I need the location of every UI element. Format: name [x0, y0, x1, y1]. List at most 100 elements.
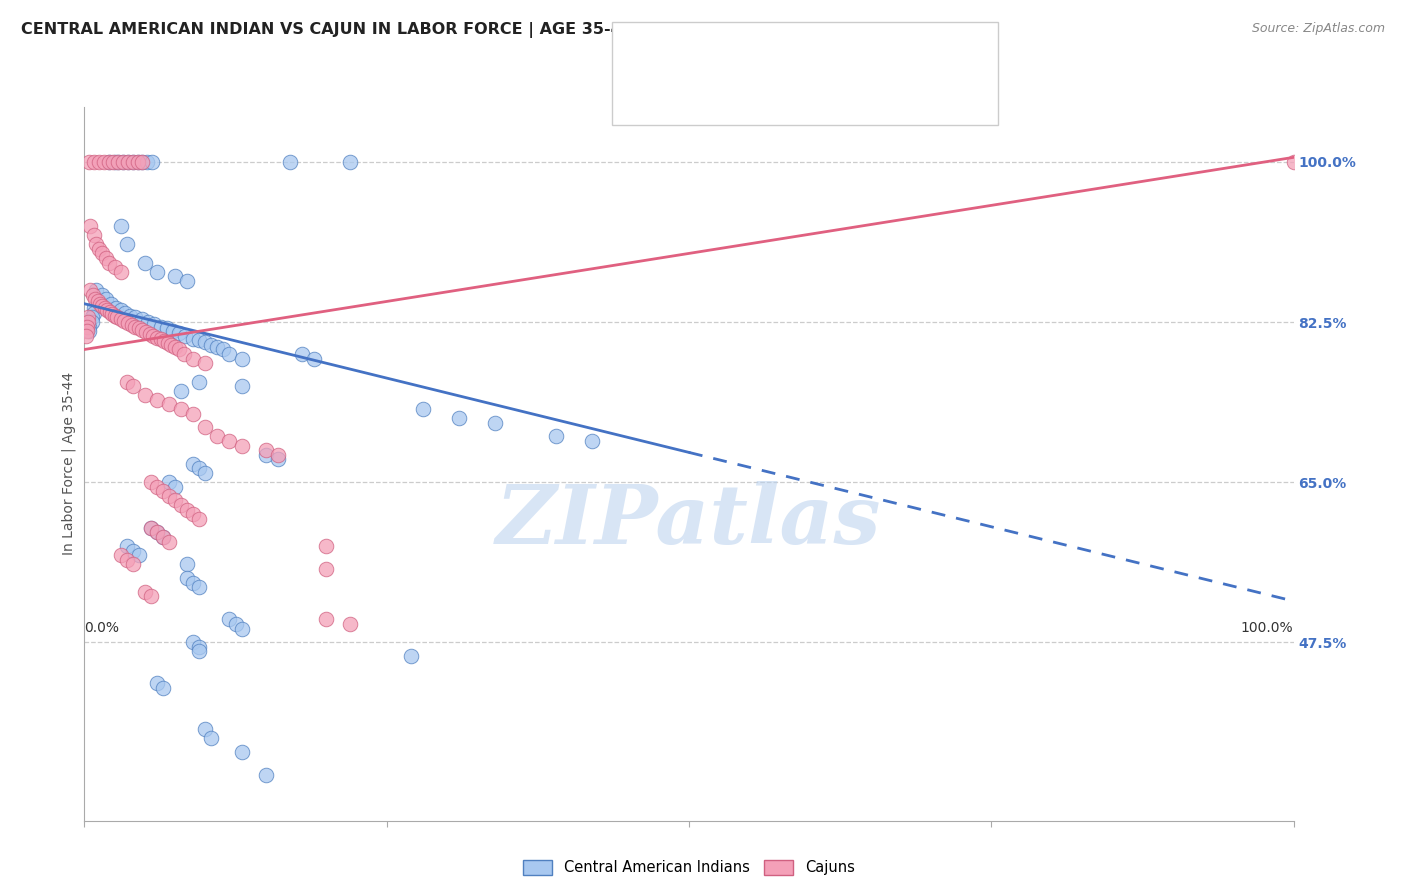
Point: [157, 534, 180, 549]
Point: [121, 155, 143, 169]
Point: [115, 237, 138, 252]
Point: [142, 328, 165, 343]
Point: [231, 438, 253, 452]
Point: [149, 333, 172, 347]
Point: [128, 549, 150, 563]
Point: [139, 521, 162, 535]
Point: [155, 321, 177, 335]
Point: [112, 155, 135, 169]
Point: [176, 274, 198, 288]
Point: [188, 334, 211, 348]
Point: [94, 292, 117, 306]
Point: [225, 616, 247, 631]
Point: [194, 466, 217, 480]
Point: [100, 297, 122, 311]
Point: [157, 489, 180, 503]
Point: [115, 553, 138, 567]
Point: [165, 340, 187, 354]
Point: [107, 155, 129, 169]
Point: [128, 321, 150, 335]
Point: [75, 328, 97, 343]
Point: [165, 493, 187, 508]
Point: [339, 616, 361, 631]
Point: [188, 644, 211, 658]
Point: [146, 525, 169, 540]
Point: [135, 325, 157, 339]
Text: 100.0%: 100.0%: [1241, 621, 1294, 635]
Point: [218, 434, 240, 448]
Point: [218, 347, 240, 361]
Point: [181, 575, 204, 590]
Point: [231, 622, 253, 636]
Text: ZIPatlas: ZIPatlas: [496, 481, 882, 561]
Point: [97, 255, 120, 269]
Point: [188, 461, 211, 475]
Point: [181, 351, 204, 366]
Point: [302, 351, 325, 366]
Point: [104, 260, 127, 274]
Point: [107, 155, 129, 169]
Point: [231, 351, 253, 366]
Point: [139, 521, 162, 535]
Point: [84, 292, 107, 306]
Point: [83, 228, 105, 243]
Point: [110, 312, 132, 326]
Point: [315, 539, 337, 553]
Point: [167, 342, 190, 356]
Point: [104, 155, 127, 169]
Point: [200, 731, 222, 746]
Point: [131, 155, 153, 169]
Point: [1282, 155, 1305, 169]
Point: [112, 314, 135, 328]
Point: [153, 334, 176, 349]
Point: [134, 585, 156, 599]
Point: [207, 429, 229, 443]
Point: [104, 301, 127, 316]
Point: [127, 155, 149, 169]
Point: [254, 448, 277, 462]
Point: [127, 155, 149, 169]
Point: [117, 155, 139, 169]
Point: [97, 155, 120, 169]
Point: [110, 219, 132, 233]
Point: [181, 407, 204, 421]
Point: [194, 356, 217, 370]
Y-axis label: In Labor Force | Age 35-44: In Labor Force | Age 35-44: [62, 372, 76, 556]
Point: [134, 388, 156, 402]
Point: [218, 612, 240, 626]
Point: [212, 343, 235, 357]
Point: [267, 452, 290, 467]
Point: [146, 392, 169, 407]
Text: Source: ZipAtlas.com: Source: ZipAtlas.com: [1251, 22, 1385, 36]
Point: [87, 242, 110, 256]
Point: [165, 480, 187, 494]
Point: [176, 571, 198, 585]
Point: [114, 306, 136, 320]
Point: [181, 331, 204, 345]
Point: [339, 155, 361, 169]
Point: [181, 457, 204, 471]
Point: [188, 580, 211, 594]
Point: [176, 502, 198, 516]
Point: [267, 448, 290, 462]
Point: [83, 301, 105, 316]
Point: [79, 283, 101, 297]
Point: [104, 309, 127, 323]
Point: [162, 324, 184, 338]
Point: [157, 475, 180, 490]
Point: [291, 347, 314, 361]
Point: [77, 310, 100, 325]
Point: [146, 330, 169, 344]
Point: [80, 310, 103, 325]
Point: [121, 318, 143, 332]
Point: [399, 648, 422, 663]
Point: [124, 310, 146, 325]
Point: [194, 335, 217, 350]
Legend: Central American Indians, Cajuns: Central American Indians, Cajuns: [517, 854, 860, 881]
Point: [83, 155, 105, 169]
Text: CENTRAL AMERICAN INDIAN VS CAJUN IN LABOR FORCE | AGE 35-44 CORRELATION CHART: CENTRAL AMERICAN INDIAN VS CAJUN IN LABO…: [21, 22, 831, 38]
Point: [117, 316, 139, 330]
Point: [105, 310, 128, 325]
Point: [156, 336, 179, 351]
Point: [315, 612, 337, 626]
